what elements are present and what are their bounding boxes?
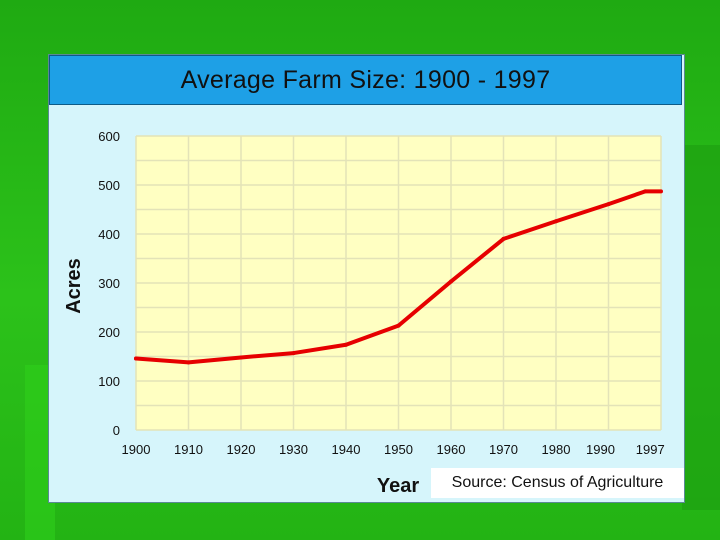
data-point bbox=[134, 356, 138, 361]
line-chart: 0 100 200 300 400 500 600 1900 1910 1920 1930 1940 1… bbox=[63, 129, 665, 497]
x-tick-label: 1997 bbox=[636, 442, 665, 457]
data-point bbox=[239, 355, 243, 360]
x-tick-label: 1920 bbox=[227, 442, 256, 457]
chart-title-bar: Average Farm Size: 1900 - 1997 bbox=[49, 55, 682, 105]
chart-panel: Average Farm Size: 1900 - 1997 0 100 200 30… bbox=[48, 54, 685, 503]
data-point bbox=[606, 202, 611, 207]
source-note: Source: Census of Agriculture bbox=[431, 468, 684, 498]
data-point bbox=[449, 279, 453, 284]
data-line-farm-size bbox=[134, 189, 663, 365]
x-tick-label: 1970 bbox=[489, 442, 518, 457]
x-tick-label: 1910 bbox=[174, 442, 203, 457]
y-tick-label: 600 bbox=[98, 129, 120, 144]
background-stripe-right bbox=[682, 145, 720, 510]
x-tick-label: 1980 bbox=[542, 442, 571, 457]
x-tick-label: 1940 bbox=[332, 442, 361, 457]
data-point bbox=[291, 351, 296, 356]
x-tick-label: 1950 bbox=[384, 442, 413, 457]
source-note-text: Source: Census of Agriculture bbox=[451, 474, 664, 491]
y-tick-label: 100 bbox=[98, 374, 120, 389]
y-tick-label: 0 bbox=[113, 423, 120, 438]
y-tick-label: 200 bbox=[98, 325, 120, 340]
data-point bbox=[396, 323, 401, 328]
chart-title: Average Farm Size: 1900 - 1997 bbox=[180, 65, 551, 94]
data-point bbox=[554, 219, 558, 224]
x-axis-label: Year bbox=[377, 475, 419, 497]
x-tick-label: 1990 bbox=[586, 442, 615, 457]
x-tick-label: 1960 bbox=[437, 442, 466, 457]
data-point bbox=[643, 189, 648, 194]
data-point bbox=[501, 236, 506, 241]
y-axis-label: Acres bbox=[63, 258, 85, 314]
data-point bbox=[186, 360, 191, 365]
x-tick-label: 1930 bbox=[279, 442, 308, 457]
y-tick-label: 300 bbox=[98, 276, 120, 291]
y-tick-label: 500 bbox=[98, 178, 120, 193]
y-tick-label: 400 bbox=[98, 227, 120, 242]
x-tick-label: 1900 bbox=[122, 442, 151, 457]
data-point bbox=[344, 342, 348, 347]
